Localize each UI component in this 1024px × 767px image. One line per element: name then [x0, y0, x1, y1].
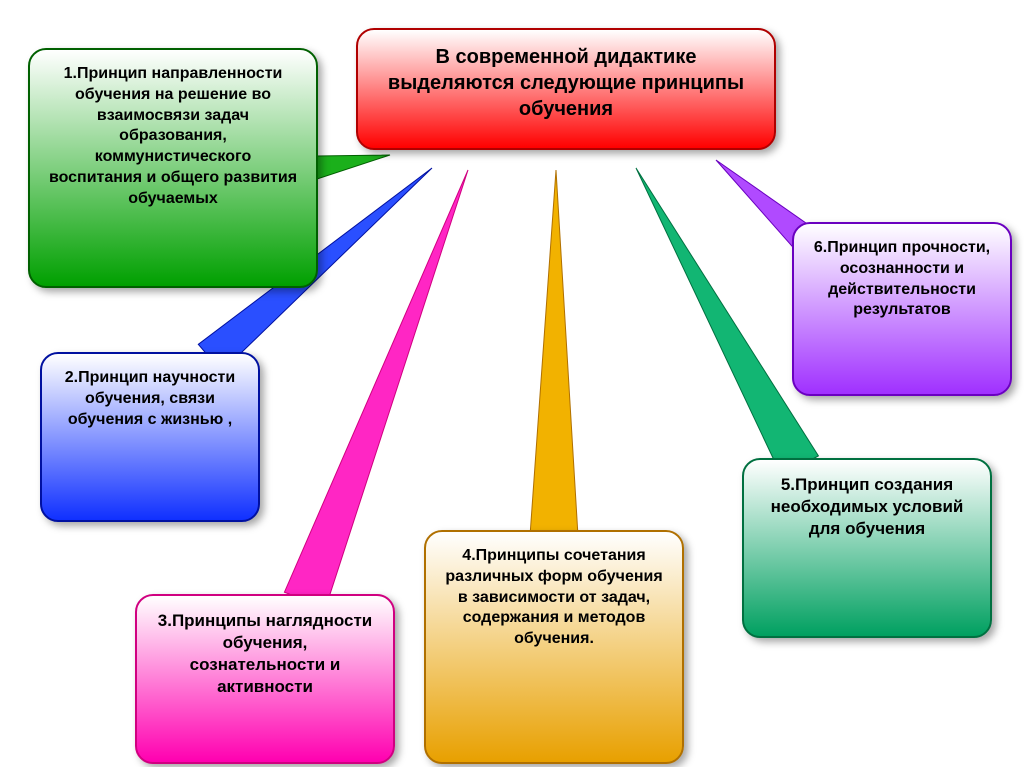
node-5-text: 5.Принцип создания необходимых условий д…	[771, 475, 964, 538]
node-3: 3.Принципы наглядности обучения, сознате…	[135, 594, 395, 764]
node-2: 2.Принцип научности обучения, связи обуч…	[40, 352, 260, 522]
node-4-text: 4.Принципы сочетания различных форм обуч…	[445, 547, 662, 647]
node-5: 5.Принцип создания необходимых условий д…	[742, 458, 992, 638]
node-3-text: 3.Принципы наглядности обучения, сознате…	[158, 611, 372, 696]
central-box: В современной дидактике выделяются следу…	[356, 28, 776, 150]
node-1: 1.Принцип направленности обучения на реш…	[28, 48, 318, 288]
node-1-text: 1.Принцип направленности обучения на реш…	[49, 65, 297, 207]
node-6: 6.Принцип прочности, осознанности и дейс…	[792, 222, 1012, 396]
node-4: 4.Принципы сочетания различных форм обуч…	[424, 530, 684, 764]
node-2-text: 2.Принцип научности обучения, связи обуч…	[65, 369, 235, 428]
central-text: В современной дидактике выделяются следу…	[388, 46, 744, 120]
node-6-text: 6.Принцип прочности, осознанности и дейс…	[814, 239, 990, 318]
